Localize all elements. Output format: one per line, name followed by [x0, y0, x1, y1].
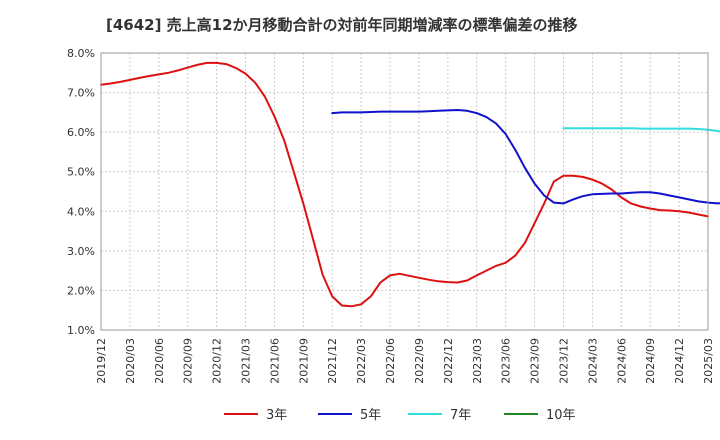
- series-line: [562, 127, 720, 133]
- x-tick-label: 2025/03: [702, 338, 715, 384]
- x-tick-label: 2020/12: [211, 338, 224, 384]
- y-tick-label: 1.0%: [67, 324, 95, 337]
- x-tick-label: 2019/12: [95, 338, 108, 384]
- x-tick-label: 2021/09: [297, 338, 310, 384]
- x-tick-label: 2021/12: [326, 338, 339, 384]
- x-tick-label: 2024/06: [615, 338, 628, 384]
- legend-label: 3年: [266, 408, 287, 423]
- x-tick-label: 2024/03: [586, 338, 599, 384]
- x-tick-label: 2024/09: [644, 338, 657, 384]
- x-tick-label: 2020/09: [182, 338, 195, 384]
- y-tick-label: 5.0%: [67, 166, 95, 179]
- x-tick-label: 2020/03: [124, 338, 137, 384]
- y-tick-label: 8.0%: [67, 47, 95, 60]
- x-tick-label: 2021/06: [268, 338, 281, 384]
- x-tick-label: 2023/03: [471, 338, 484, 384]
- legend-label: 10年: [546, 408, 576, 423]
- legend-layer: 3年 5年 7年 10年: [224, 408, 576, 423]
- x-tick-label: 2023/12: [557, 338, 570, 384]
- x-tick-label: 2023/06: [500, 338, 513, 384]
- series-line: [100, 61, 709, 308]
- y-tick-label: 2.0%: [67, 284, 95, 297]
- y-tick-label: 3.0%: [67, 245, 95, 258]
- chart-title: [4642] 売上高12か月移動合計の対前年同期増減率の標準偏差の推移: [106, 16, 578, 34]
- axis-layer: 1.0% 2.0% 3.0% 4.0% 5.0% 6.0% 7.0% 8.0% 2019/12 2…: [67, 47, 715, 384]
- legend-label: 7年: [450, 408, 471, 423]
- legend-label: 5年: [360, 408, 381, 423]
- x-tick-label: 2021/03: [240, 338, 253, 384]
- plot-frame: [100, 52, 709, 331]
- x-tick-label: 2024/12: [673, 338, 686, 384]
- y-tick-label: 7.0%: [67, 87, 95, 100]
- y-tick-label: 4.0%: [67, 205, 95, 218]
- x-tick-label: 2022/06: [384, 338, 397, 384]
- y-tick-label: 6.0%: [67, 126, 95, 139]
- x-tick-label: 2022/03: [355, 338, 368, 384]
- x-tick-label: 2022/12: [442, 338, 455, 384]
- grid-layer: [100, 52, 709, 331]
- x-tick-label: 2020/06: [153, 338, 166, 384]
- x-tick-label: 2022/09: [413, 338, 426, 384]
- series-layer: [100, 61, 720, 308]
- x-tick-label: 2023/09: [529, 338, 542, 384]
- series-line: [331, 109, 720, 205]
